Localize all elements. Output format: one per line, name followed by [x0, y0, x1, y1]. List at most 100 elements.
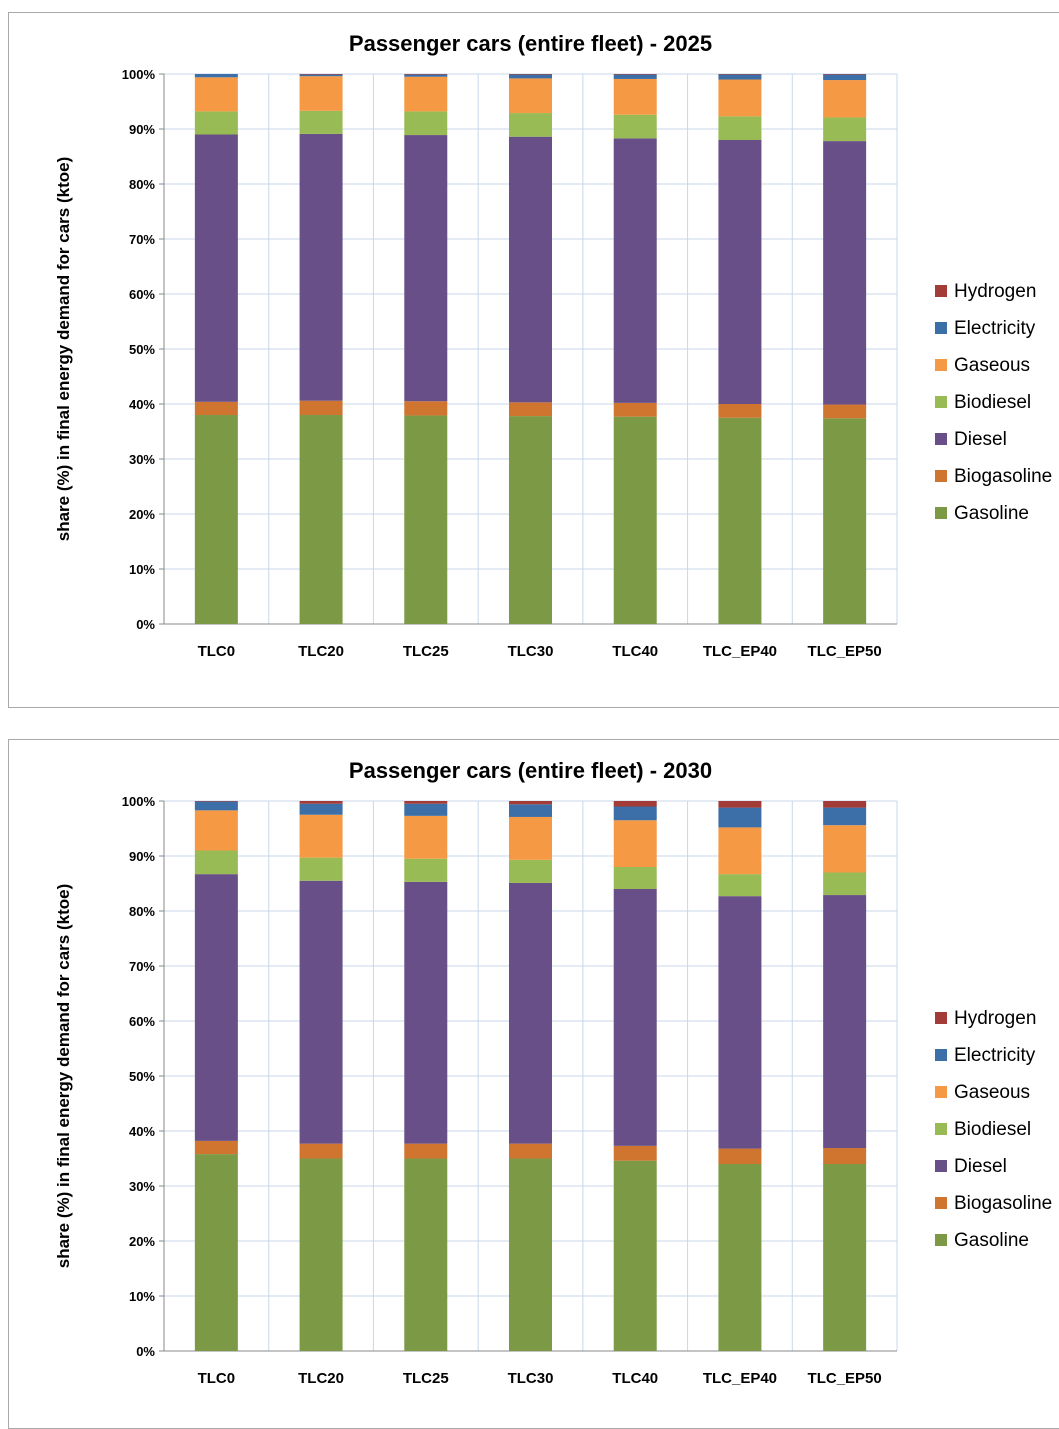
bar-diesel-tlc20 — [299, 880, 343, 1144]
bar-biodiesel-tlc20 — [299, 110, 343, 134]
bar-gasoline-tlc_ep40 — [718, 417, 762, 624]
bar-gasoline-tlc25 — [404, 415, 448, 624]
bar-biogasoline-tlc0 — [194, 1140, 238, 1155]
x-tick-label: TLC40 — [612, 643, 658, 660]
chart-panel-2030: Passenger cars (entire fleet) - 2030 shar… — [8, 739, 1059, 1429]
bar-biodiesel-tlc20 — [299, 857, 343, 881]
legend-swatch-gasoline — [935, 507, 947, 519]
bar-biodiesel-tlc25 — [404, 858, 448, 882]
bar-diesel-tlc_ep50 — [823, 141, 867, 405]
bar-diesel-tlc40 — [613, 138, 657, 403]
bar-biodiesel-tlc25 — [404, 111, 448, 136]
legend-label-gaseous: Gaseous — [954, 355, 1030, 376]
legend-label-gasoline: Gasoline — [954, 503, 1029, 524]
bar-biodiesel-tlc_ep40 — [718, 116, 762, 140]
chart-title: Passenger cars (entire fleet) - 2025 — [349, 31, 712, 56]
bar-hydrogen-tlc_ep40 — [718, 801, 762, 808]
bar-electricity-tlc_ep40 — [718, 807, 762, 828]
bar-gasoline-tlc_ep50 — [823, 1164, 867, 1351]
legend-label-gasoline: Gasoline — [954, 1230, 1029, 1251]
bar-gasoline-tlc40 — [613, 416, 657, 624]
chart-2030: Passenger cars (entire fleet) - 2030 shar… — [54, 758, 1052, 1387]
y-tick-label: 80% — [129, 177, 155, 192]
bar-biodiesel-tlc0 — [194, 111, 238, 135]
bar-biogasoline-tlc0 — [194, 401, 238, 415]
legend-label-biogasoline: Biogasoline — [954, 1193, 1052, 1214]
legend-swatch-biodiesel — [935, 1123, 947, 1135]
bar-biodiesel-tlc40 — [613, 867, 657, 889]
legend-swatch-biogasoline — [935, 470, 947, 482]
legend-label-gaseous: Gaseous — [954, 1082, 1030, 1103]
y-tick-label: 50% — [129, 1069, 155, 1084]
bar-gaseous-tlc0 — [194, 77, 238, 112]
bar-biodiesel-tlc30 — [509, 859, 552, 883]
bar-biogasoline-tlc_ep40 — [718, 1148, 762, 1164]
bar-diesel-tlc30 — [509, 136, 552, 403]
x-tick-label: TLC_EP50 — [808, 643, 882, 660]
x-tick-label: TLC_EP50 — [808, 1370, 882, 1387]
bar-hydrogen-tlc_ep40 — [718, 74, 762, 75]
bar-electricity-tlc20 — [299, 803, 343, 815]
bar-biodiesel-tlc0 — [194, 850, 238, 875]
bar-biodiesel-tlc_ep50 — [823, 872, 867, 896]
bar-hydrogen-tlc0 — [194, 801, 238, 802]
legend-swatch-gaseous — [935, 1086, 947, 1098]
bar-diesel-tlc20 — [299, 133, 343, 401]
legend-label-biogasoline: Biogasoline — [954, 466, 1052, 487]
x-tick-label: TLC_EP40 — [703, 1370, 777, 1387]
bar-hydrogen-tlc_ep50 — [823, 801, 867, 808]
bar-biogasoline-tlc30 — [509, 1143, 552, 1159]
bar-gaseous-tlc20 — [299, 76, 343, 111]
bar-gasoline-tlc25 — [404, 1158, 448, 1351]
bar-hydrogen-tlc30 — [509, 801, 552, 805]
y-tick-label: 0% — [136, 617, 155, 632]
bar-gasoline-tlc_ep40 — [718, 1164, 762, 1351]
legend-swatch-electricity — [935, 1049, 947, 1061]
bar-hydrogen-tlc40 — [613, 801, 657, 807]
bar-gaseous-tlc25 — [404, 815, 448, 859]
bar-biogasoline-tlc_ep50 — [823, 1148, 867, 1164]
bar-biogasoline-tlc25 — [404, 401, 448, 416]
bar-electricity-tlc40 — [613, 806, 657, 821]
chart-panel-2025: Passenger cars (entire fleet) - 2025 shar… — [8, 12, 1059, 708]
bar-gasoline-tlc30 — [509, 1158, 552, 1351]
bar-biodiesel-tlc_ep50 — [823, 117, 867, 142]
legend-label-electricity: Electricity — [954, 1045, 1036, 1066]
legend-swatch-gaseous — [935, 359, 947, 371]
bar-diesel-tlc_ep40 — [718, 896, 762, 1149]
bar-gaseous-tlc_ep50 — [823, 80, 867, 118]
bar-electricity-tlc20 — [299, 74, 343, 77]
bar-biogasoline-tlc_ep50 — [823, 404, 867, 419]
y-tick-label: 40% — [129, 397, 155, 412]
bar-diesel-tlc25 — [404, 881, 448, 1144]
bar-electricity-tlc30 — [509, 74, 552, 79]
bar-electricity-tlc_ep40 — [718, 74, 762, 80]
bar-diesel-tlc0 — [194, 874, 238, 1141]
x-tick-label: TLC0 — [198, 1370, 236, 1387]
bar-electricity-tlc_ep50 — [823, 807, 867, 826]
legend-label-hydrogen: Hydrogen — [954, 1008, 1036, 1029]
y-tick-label: 10% — [129, 562, 155, 577]
legend-swatch-hydrogen — [935, 1012, 947, 1024]
bar-biogasoline-tlc40 — [613, 402, 657, 417]
y-tick-label: 100% — [122, 794, 156, 809]
y-tick-label: 10% — [129, 1289, 155, 1304]
legend-swatch-biogasoline — [935, 1197, 947, 1209]
y-tick-label: 20% — [129, 507, 155, 522]
bar-electricity-tlc30 — [509, 804, 552, 817]
y-axis-label: share (%) in final energy demand for car… — [54, 884, 73, 1268]
x-tick-label: TLC40 — [612, 1370, 658, 1387]
y-tick-label: 90% — [129, 849, 155, 864]
bar-electricity-tlc25 — [404, 803, 448, 816]
bar-diesel-tlc25 — [404, 135, 448, 402]
bar-diesel-tlc40 — [613, 889, 657, 1146]
bar-biogasoline-tlc40 — [613, 1145, 657, 1161]
bar-gaseous-tlc_ep40 — [718, 79, 762, 117]
bar-diesel-tlc0 — [194, 134, 238, 402]
y-tick-label: 100% — [122, 67, 156, 82]
bar-gaseous-tlc_ep50 — [823, 825, 867, 873]
legend-swatch-hydrogen — [935, 285, 947, 297]
bar-electricity-tlc25 — [404, 74, 448, 77]
bar-biogasoline-tlc25 — [404, 1143, 448, 1159]
x-tick-label: TLC30 — [508, 1370, 554, 1387]
